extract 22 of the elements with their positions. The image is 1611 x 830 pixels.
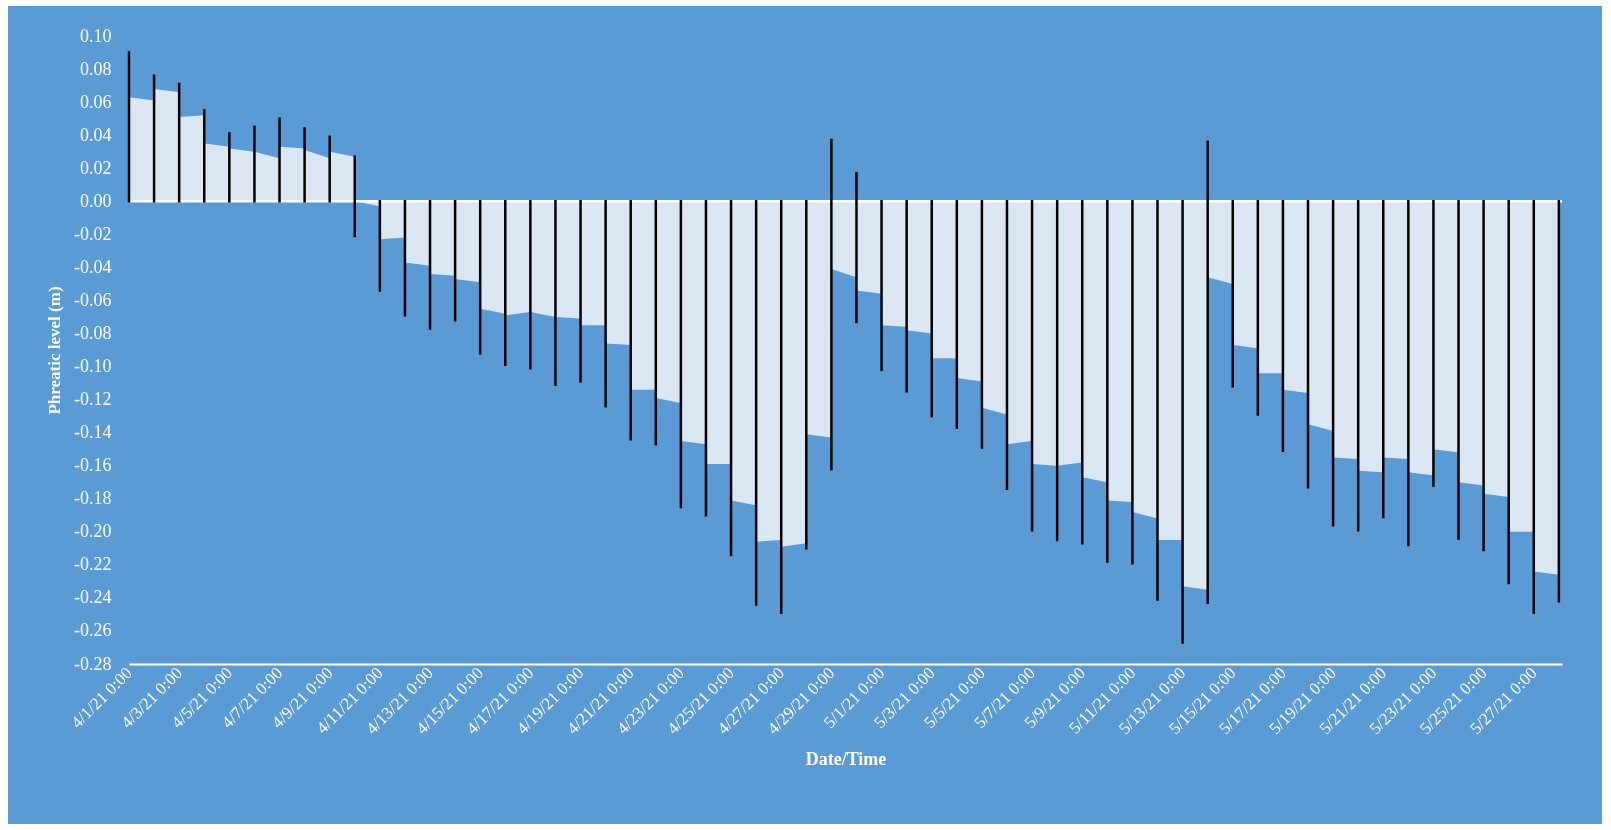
y-tick-label: -0.16: [74, 455, 112, 476]
y-tick-label: -0.04: [74, 256, 112, 277]
y-tick-label: -0.24: [74, 587, 112, 608]
y-tick-label: 0.00: [80, 190, 112, 211]
y-tick-label: 0.04: [80, 124, 112, 145]
y-tick-label: -0.28: [74, 653, 112, 674]
y-tick-label: -0.20: [74, 521, 112, 542]
y-tick-label: -0.22: [74, 554, 112, 575]
y-axis-title: Phreatic level (m): [45, 286, 65, 415]
y-tick-label: 0.06: [80, 91, 112, 112]
y-tick-label: -0.26: [74, 620, 112, 641]
y-tick-label: 0.08: [80, 58, 112, 79]
y-tick-label: -0.06: [74, 289, 112, 310]
y-tick-label: -0.12: [74, 389, 112, 410]
y-tick-label: -0.08: [74, 322, 112, 343]
y-tick-label: 0.02: [80, 157, 112, 178]
x-axis-title: Date/Time: [805, 749, 887, 770]
y-tick-label: -0.10: [74, 356, 112, 377]
y-tick-label: -0.18: [74, 488, 112, 509]
y-tick-label: -0.14: [74, 422, 112, 443]
y-tick-label: 0.10: [80, 25, 112, 46]
y-tick-label: -0.02: [74, 223, 112, 244]
